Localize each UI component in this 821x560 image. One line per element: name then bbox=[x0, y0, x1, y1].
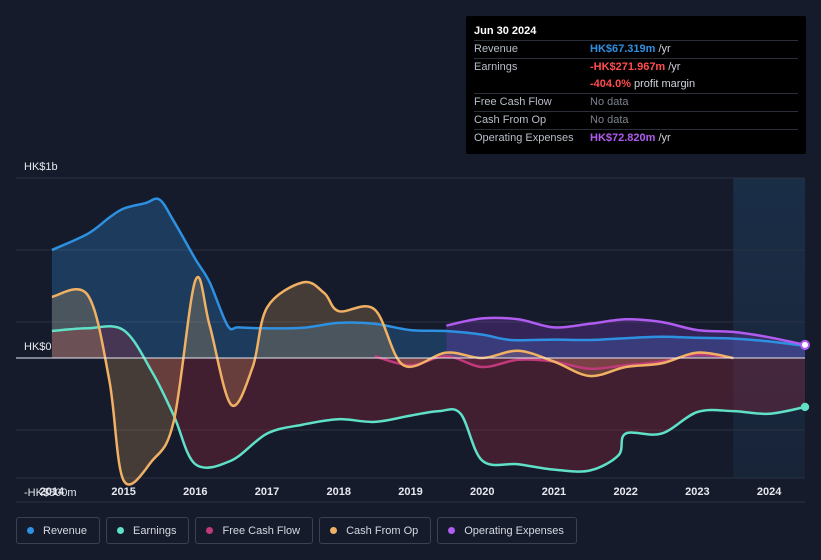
tooltip-row: Cash From Op No data bbox=[474, 111, 798, 129]
legend-dot-icon bbox=[117, 527, 125, 534]
x-tick-label: 2020 bbox=[470, 486, 494, 498]
forecast-region bbox=[733, 178, 805, 478]
y-tick-label: HK$0 bbox=[24, 341, 52, 353]
legend-label: Revenue bbox=[43, 524, 88, 537]
legend-operating-expenses-button[interactable]: Operating Expenses bbox=[437, 517, 577, 544]
earnings-area bbox=[51, 326, 805, 472]
tooltip-date: Jun 30 2024 bbox=[474, 25, 537, 37]
cash-from-op-line bbox=[51, 276, 734, 486]
legend-earnings-button[interactable]: Earnings bbox=[106, 517, 190, 544]
chart-legend: Revenue Earnings Free Cash Flow Cash From O… bbox=[16, 517, 577, 544]
legend-free-cash-flow-button[interactable]: Free Cash Flow bbox=[195, 517, 314, 544]
legend-dot-icon bbox=[448, 527, 456, 534]
legend-dot-icon bbox=[27, 527, 34, 534]
legend-label: Earnings bbox=[133, 524, 177, 537]
tooltip-row-label: Free Cash Flow bbox=[474, 96, 552, 108]
tooltip-row-value: -HK$271.967m bbox=[590, 61, 666, 73]
tooltip-row: Operating Expenses HK$72.820m/yr bbox=[474, 129, 798, 147]
legend-label: Free Cash Flow bbox=[222, 524, 301, 537]
earnings-marker bbox=[800, 402, 810, 412]
x-tick-label: 2016 bbox=[183, 486, 207, 498]
free-cash-flow-area bbox=[374, 354, 734, 369]
x-tick-label: 2023 bbox=[685, 486, 709, 498]
tooltip-row-label: Operating Expenses bbox=[474, 132, 574, 144]
x-tick-label: 2018 bbox=[327, 486, 351, 498]
tooltip-row-label: Earnings bbox=[474, 61, 518, 73]
tooltip-row-value: No data bbox=[590, 114, 629, 126]
legend-label: Operating Expenses bbox=[464, 524, 564, 537]
legend-dot-icon bbox=[330, 527, 338, 534]
revenue-line bbox=[51, 197, 806, 348]
legend-cash-from-op-button[interactable]: Cash From Op bbox=[319, 517, 432, 544]
x-tick-label: 2014 bbox=[40, 486, 65, 498]
x-tick-label: 2019 bbox=[398, 486, 422, 498]
tooltip-row: -404.0% profit margin bbox=[474, 76, 798, 93]
operating-expenses-marker bbox=[800, 339, 810, 350]
legend-revenue-button[interactable]: Revenue bbox=[16, 517, 101, 544]
tooltip-row-unit: /yr bbox=[668, 61, 681, 73]
tooltip-row: Earnings -HK$271.967m/yr bbox=[474, 58, 798, 76]
legend-label: Cash From Op bbox=[346, 524, 419, 537]
tooltip-row-unit: /yr bbox=[658, 132, 671, 144]
tooltip-row-unit: /yr bbox=[658, 43, 671, 55]
tooltip-row-unit: profit margin bbox=[633, 78, 696, 90]
tooltip-row-label: Revenue bbox=[474, 43, 519, 55]
x-tick-label: 2015 bbox=[111, 486, 135, 498]
tooltip-row: Revenue HK$67.319m/yr bbox=[474, 40, 798, 58]
revenue-area bbox=[51, 198, 805, 358]
tooltip-row-value: HK$67.319m bbox=[590, 43, 656, 55]
tooltip-row-value: No data bbox=[590, 96, 629, 108]
x-tick-label: 2022 bbox=[613, 486, 637, 498]
data-tooltip: Jun 30 2024 Revenue HK$67.319m/yr Earnings… bbox=[466, 16, 806, 154]
y-tick-label: -HK$800m bbox=[24, 487, 77, 499]
tooltip-row-value: HK$72.820m bbox=[590, 132, 656, 144]
tooltip-row-label bbox=[474, 76, 590, 93]
y-tick-label: HK$1b bbox=[24, 161, 58, 173]
x-tick-label: 2024 bbox=[757, 486, 782, 498]
tooltip-row-label: Cash From Op bbox=[474, 114, 547, 126]
tooltip-row-value: -404.0% bbox=[590, 78, 631, 90]
x-tick-label: 2017 bbox=[255, 486, 279, 498]
operating-expenses-line bbox=[446, 316, 806, 347]
tooltip-row: Free Cash Flow No data bbox=[474, 93, 798, 111]
x-tick-label: 2021 bbox=[542, 486, 566, 498]
legend-dot-icon bbox=[206, 527, 214, 534]
